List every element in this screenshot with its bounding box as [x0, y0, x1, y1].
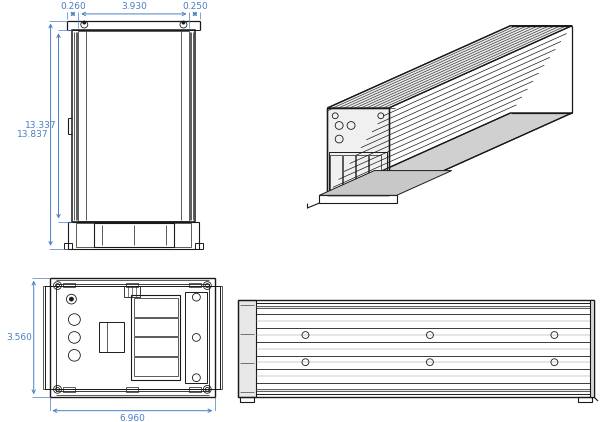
Text: 3.930: 3.930: [121, 2, 147, 11]
Bar: [79, 31, 190, 221]
Bar: [64, 283, 76, 287]
Bar: [73, 30, 196, 222]
Bar: [343, 154, 355, 192]
Bar: [56, 284, 209, 391]
Bar: [134, 298, 178, 317]
Bar: [44, 286, 220, 390]
Bar: [124, 286, 140, 297]
Bar: [134, 357, 178, 376]
Polygon shape: [319, 170, 452, 195]
Text: 6.960: 6.960: [119, 414, 145, 422]
Text: 13.337: 13.337: [25, 122, 56, 130]
Circle shape: [83, 21, 86, 24]
Bar: [64, 387, 76, 392]
Text: 13.837: 13.837: [17, 130, 49, 139]
Bar: [134, 318, 178, 336]
Circle shape: [70, 297, 73, 301]
Circle shape: [182, 21, 185, 24]
Bar: [68, 222, 199, 249]
Bar: [185, 292, 207, 383]
Polygon shape: [327, 113, 572, 195]
Bar: [76, 224, 191, 247]
Text: 0.260: 0.260: [60, 2, 86, 11]
Bar: [134, 338, 178, 356]
Bar: [94, 224, 173, 247]
Bar: [196, 243, 203, 249]
Bar: [240, 397, 254, 402]
Bar: [590, 300, 594, 397]
Text: 3.560: 3.560: [6, 333, 32, 342]
Bar: [99, 322, 124, 352]
Bar: [578, 397, 592, 402]
Bar: [238, 300, 256, 397]
Bar: [190, 283, 202, 287]
Polygon shape: [327, 108, 389, 195]
Bar: [127, 387, 139, 392]
Bar: [238, 300, 594, 397]
Text: 0.250: 0.250: [182, 2, 208, 11]
Polygon shape: [327, 26, 572, 108]
Bar: [330, 154, 342, 192]
Bar: [43, 286, 222, 390]
Bar: [50, 278, 215, 397]
Bar: [127, 283, 139, 287]
Bar: [369, 154, 381, 192]
Bar: [64, 243, 73, 249]
Bar: [131, 295, 181, 380]
Bar: [329, 151, 387, 195]
Bar: [190, 387, 202, 392]
Bar: [319, 195, 397, 203]
Bar: [356, 154, 368, 192]
